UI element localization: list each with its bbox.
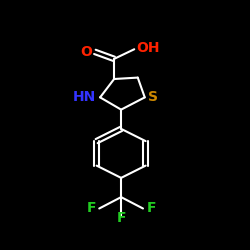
Text: O: O — [80, 45, 92, 59]
Text: OH: OH — [136, 41, 160, 56]
Text: F: F — [116, 211, 126, 225]
Text: HN: HN — [72, 90, 96, 104]
Text: S: S — [148, 90, 158, 104]
Text: F: F — [146, 200, 156, 214]
Text: F: F — [86, 200, 96, 214]
